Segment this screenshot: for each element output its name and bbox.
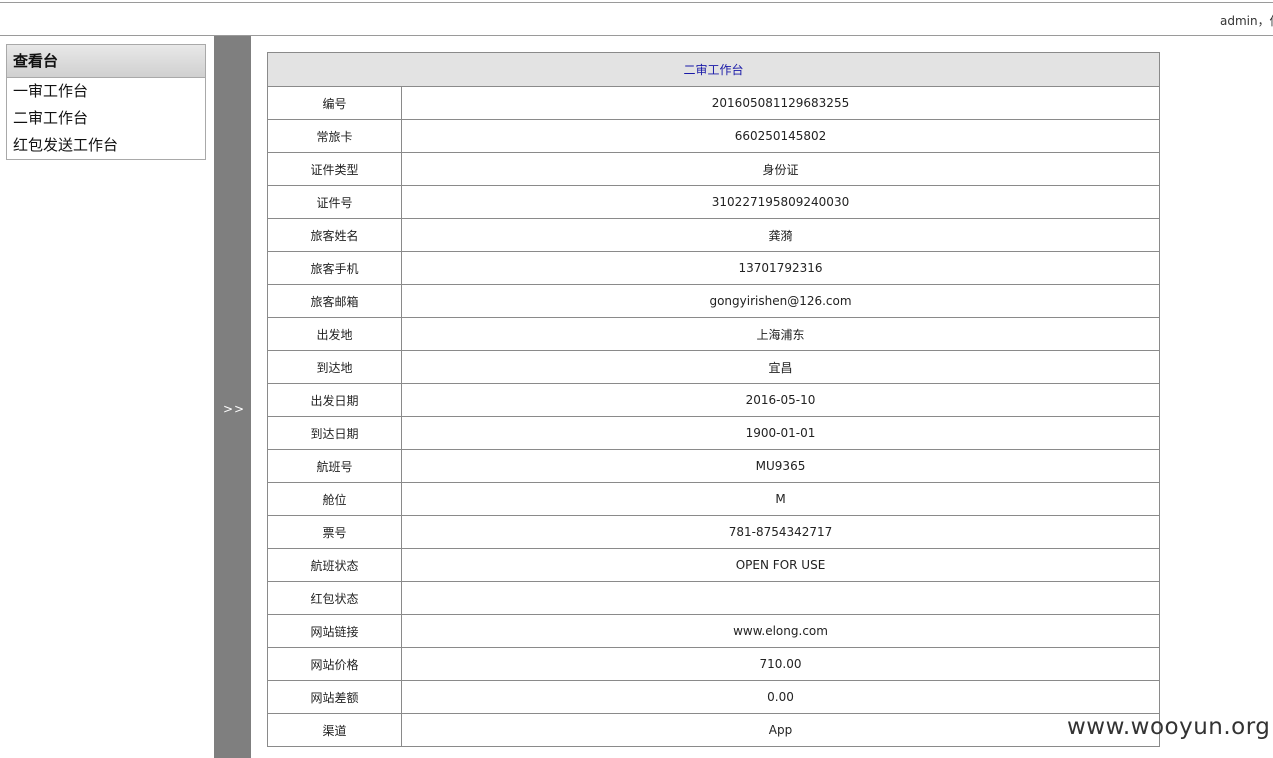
sidebar-item-first-review[interactable]: 一审工作台 <box>13 82 89 100</box>
field-value: MU9365 <box>400 449 1161 483</box>
field-value: 身份证 <box>400 152 1161 186</box>
field-value: 13701792316 <box>400 251 1161 285</box>
sidebar-item-red-packet[interactable]: 红包发送工作台 <box>13 136 119 154</box>
user-greeting: admin，你 <box>1220 14 1273 28</box>
table-row: 到达日期 1900-01-01 <box>267 416 1161 450</box>
field-label: 渠道 <box>267 713 402 747</box>
table-row: 旅客手机 13701792316 <box>267 251 1161 285</box>
table-row: 编号 201605081129683255 <box>267 86 1161 120</box>
table-row: 网站链接 www.elong.com <box>267 614 1161 648</box>
field-label: 旅客邮箱 <box>267 284 402 318</box>
field-value: 龚漪 <box>400 218 1161 252</box>
field-value: 710.00 <box>400 647 1161 681</box>
field-label: 到达日期 <box>267 416 402 450</box>
field-value: 2016-05-10 <box>400 383 1161 417</box>
table-row: 常旅卡 660250145802 <box>267 119 1161 153</box>
expand-toggle[interactable]: >> <box>223 402 246 416</box>
field-value: www.elong.com <box>400 614 1161 648</box>
table-row: 航班号 MU9365 <box>267 449 1161 483</box>
field-value: 1900-01-01 <box>400 416 1161 450</box>
field-label: 出发地 <box>267 317 402 351</box>
sidebar-splitter[interactable]: >> <box>214 36 251 758</box>
field-value: gongyirishen@126.com <box>400 284 1161 318</box>
field-label: 旅客手机 <box>267 251 402 285</box>
sidebar: 查看台 一审工作台 二审工作台 红包发送工作台 <box>6 44 206 160</box>
field-label: 到达地 <box>267 350 402 384</box>
sidebar-title[interactable]: 查看台 <box>7 45 205 78</box>
field-label: 出发日期 <box>267 383 402 417</box>
field-label: 网站链接 <box>267 614 402 648</box>
field-label: 航班号 <box>267 449 402 483</box>
table-row: 舱位 M <box>267 482 1161 516</box>
table-row: 红包状态 <box>267 581 1161 615</box>
table-row: 航班状态 OPEN FOR USE <box>267 548 1161 582</box>
table-row: 渠道 App <box>267 713 1161 747</box>
table-row: 出发日期 2016-05-10 <box>267 383 1161 417</box>
table-row: 旅客姓名 龚漪 <box>267 218 1161 252</box>
field-value: M <box>400 482 1161 516</box>
field-label: 航班状态 <box>267 548 402 582</box>
field-value: 201605081129683255 <box>400 86 1161 120</box>
field-label: 旅客姓名 <box>267 218 402 252</box>
field-value: App <box>400 713 1161 747</box>
table-header-row: 二审工作台 <box>266 52 1161 87</box>
field-label: 网站价格 <box>267 647 402 681</box>
table-row: 出发地 上海浦东 <box>267 317 1161 351</box>
watermark: www.wooyun.org <box>1067 714 1271 740</box>
field-value: 0.00 <box>400 680 1161 714</box>
field-label: 常旅卡 <box>267 119 402 153</box>
top-bar: admin，你 <box>0 2 1273 36</box>
field-label: 票号 <box>267 515 402 549</box>
field-value: 660250145802 <box>400 119 1161 153</box>
detail-table: 二审工作台 编号 201605081129683255 常旅卡 66025014580… <box>266 52 1161 747</box>
field-value: OPEN FOR USE <box>400 548 1161 582</box>
field-value: 宜昌 <box>400 350 1161 384</box>
field-value: 781-8754342717 <box>400 515 1161 549</box>
field-label: 证件号 <box>267 185 402 219</box>
field-label: 舱位 <box>267 482 402 516</box>
field-value: 上海浦东 <box>400 317 1161 351</box>
table-row: 票号 781-8754342717 <box>267 515 1161 549</box>
field-label: 红包状态 <box>267 581 402 615</box>
table-row: 证件号 310227195809240030 <box>267 185 1161 219</box>
table-row: 网站差额 0.00 <box>267 680 1161 714</box>
table-row: 网站价格 710.00 <box>267 647 1161 681</box>
field-value: 310227195809240030 <box>400 185 1161 219</box>
table-row: 旅客邮箱 gongyirishen@126.com <box>267 284 1161 318</box>
table-title: 二审工作台 <box>266 52 1161 87</box>
sidebar-item-second-review[interactable]: 二审工作台 <box>13 109 89 127</box>
field-label: 证件类型 <box>267 152 402 186</box>
field-label: 编号 <box>267 86 402 120</box>
table-row: 证件类型 身份证 <box>267 152 1161 186</box>
field-value <box>400 581 1161 615</box>
table-body: 编号 201605081129683255 常旅卡 660250145802 证件类型身… <box>267 86 1161 747</box>
field-label: 网站差额 <box>267 680 402 714</box>
table-row: 到达地 宜昌 <box>267 350 1161 384</box>
